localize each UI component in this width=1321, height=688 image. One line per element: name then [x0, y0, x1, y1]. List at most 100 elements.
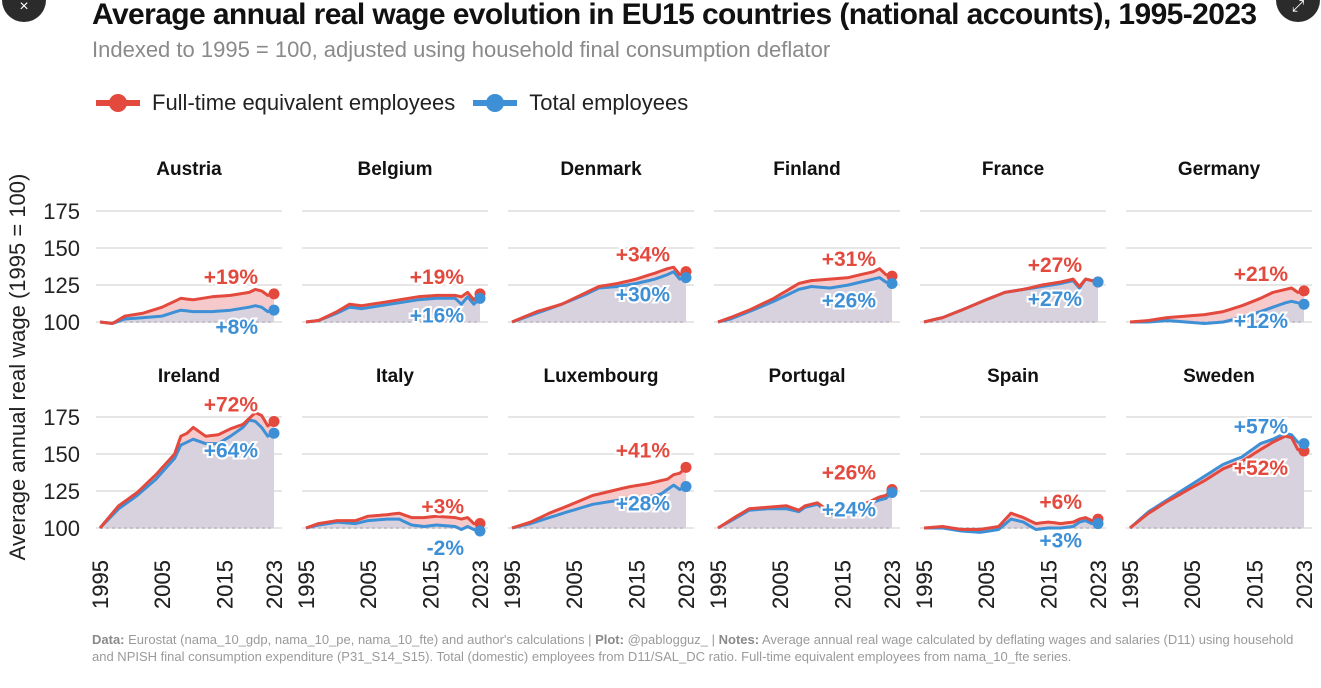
- change-label-total: +26%: [822, 290, 877, 313]
- change-label-total: +12%: [1234, 310, 1289, 333]
- gap-band: [1130, 288, 1304, 324]
- footer-data-text: Eurostat (nama_10_gdp, nama_10_pe, nama_…: [124, 632, 596, 647]
- series-line-fte: [99, 287, 275, 325]
- x-tick-label: 2023: [468, 560, 493, 609]
- x-tick-label: 2023: [1292, 560, 1317, 609]
- facet-title: Portugal: [768, 366, 845, 387]
- legend-item-fte: Full-time equivalent employees: [96, 88, 455, 118]
- gap-band: [100, 412, 274, 528]
- series-line-fte: [511, 466, 688, 530]
- x-tick-label: 2023: [1292, 560, 1317, 609]
- footer-notes-text: Average annual real wage calculated by d…: [92, 632, 1294, 664]
- facet-title: Spain: [987, 366, 1039, 387]
- change-label-fte: +41%: [616, 439, 671, 462]
- x-tick-label: 2023: [468, 560, 493, 609]
- x-tick-label: 2005: [768, 560, 793, 609]
- change-label-total: +8%: [215, 316, 258, 339]
- facet-panel: Sweden +52% +57% 1995 2005 2015 2023: [1118, 366, 1317, 609]
- end-point-total: [680, 272, 692, 284]
- series-line-total: [1130, 299, 1305, 325]
- x-tick-label: 2015: [830, 560, 855, 609]
- x-tick-label: 1995: [500, 560, 525, 609]
- legend-label-total: Total employees: [529, 90, 689, 115]
- expand-icon[interactable]: ⤢: [1276, 0, 1320, 22]
- end-point-fte: [1298, 285, 1310, 297]
- legend-label-fte: Full-time equivalent employees: [152, 90, 456, 115]
- x-tick-label: 2005: [768, 560, 793, 609]
- y-tick-label: 100: [43, 310, 80, 335]
- x-tick-label: 2015: [1242, 560, 1267, 609]
- x-tick-label: 2023: [674, 560, 699, 609]
- end-point-total: [474, 525, 486, 537]
- area-fill: [924, 279, 1098, 322]
- facet-panel: Ireland +72% +64% 1995 2005 2015 2023: [88, 366, 287, 609]
- x-tick-label: 2015: [212, 560, 237, 609]
- change-label-total: +27%: [1028, 288, 1083, 311]
- x-tick-label: 2015: [212, 560, 237, 609]
- y-tick-label: 150: [43, 442, 80, 467]
- x-tick-label: 2015: [830, 560, 855, 609]
- end-point-total: [474, 292, 486, 304]
- change-label-total: +24%: [822, 498, 877, 521]
- facet-panel: Spain +6% +3% 1995 2005 2015 2023: [912, 366, 1111, 609]
- change-label-total: +64%: [204, 439, 259, 462]
- end-point-total: [1092, 276, 1104, 288]
- x-tick-label: 2005: [1180, 560, 1205, 609]
- series-line-fte: [923, 277, 1099, 324]
- change-label-fte: +26%: [822, 462, 877, 485]
- x-tick-label: 2005: [150, 560, 175, 609]
- gap-band: [718, 268, 892, 322]
- x-tick-label: 2005: [562, 560, 587, 609]
- facet-title: Ireland: [158, 366, 220, 387]
- change-label-fte: +19%: [204, 266, 259, 289]
- facet-title: Sweden: [1183, 366, 1255, 387]
- x-tick-label: 2023: [262, 560, 287, 609]
- area-fill: [1130, 436, 1304, 528]
- end-point-total: [1298, 298, 1310, 310]
- y-tick-label: 150: [43, 236, 80, 261]
- change-label-total: +28%: [616, 493, 671, 516]
- x-tick-label: 2023: [1086, 560, 1111, 609]
- end-point-total: [1298, 438, 1310, 450]
- facet-title: Denmark: [560, 159, 642, 180]
- footer-notes-label: Notes:: [718, 632, 760, 647]
- facet-title: Germany: [1178, 159, 1261, 180]
- change-label-total: +30%: [616, 284, 671, 307]
- facet-panel: France +27% +27% 1995 2005 2015 2023: [912, 159, 1111, 609]
- x-tick-label: 2015: [418, 560, 443, 609]
- facet-panel: Finland +31% +26% 1995 2005 2015 2023: [706, 159, 905, 609]
- series-line-total: [511, 483, 687, 530]
- facet-title: France: [982, 159, 1044, 180]
- change-label-total: +57%: [1234, 416, 1289, 439]
- y-tick-label: 125: [43, 273, 80, 298]
- facet-panel: Austria +19% +8% 1995 2005 2015 2023: [88, 159, 287, 609]
- x-tick-label: 2023: [880, 560, 905, 609]
- y-tick-label: 125: [43, 479, 80, 504]
- area-fill: [512, 271, 686, 322]
- series-line-fte: [1129, 434, 1305, 530]
- footer-notes: Data: Eurostat (nama_10_gdp, nama_10_pe,…: [92, 631, 1307, 665]
- end-point-total: [268, 427, 280, 439]
- close-icon[interactable]: ×: [2, 0, 46, 22]
- area-fill: [718, 492, 892, 528]
- area-fill: [306, 519, 480, 531]
- legend: Full-time equivalent employees Total emp…: [96, 88, 706, 118]
- x-tick-label: 1995: [912, 560, 937, 609]
- facet-title: Belgium: [358, 159, 433, 180]
- facet-panel: Denmark +34% +30% 1995 2005 2015 2023: [500, 159, 699, 609]
- chart-title: Average annual real wage evolution in EU…: [92, 0, 1257, 31]
- end-point-fte: [268, 415, 280, 427]
- change-label-fte: +27%: [1028, 254, 1083, 277]
- change-label-fte: +34%: [616, 244, 671, 267]
- end-point-total: [886, 278, 898, 290]
- series-line-fte: [717, 488, 894, 530]
- x-tick-label: 1995: [912, 560, 937, 609]
- end-point-total: [680, 481, 692, 493]
- change-label-fte: +72%: [204, 393, 259, 416]
- x-tick-label: 2015: [1036, 560, 1061, 609]
- end-point-total: [1092, 518, 1104, 530]
- end-point-total: [268, 304, 280, 316]
- x-tick-label: 1995: [1118, 560, 1143, 609]
- y-tick-label: 100: [43, 516, 80, 541]
